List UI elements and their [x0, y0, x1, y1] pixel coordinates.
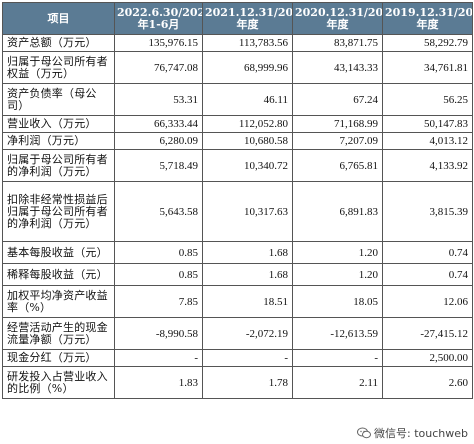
cell-value: -27,415.12 — [382, 317, 473, 350]
row-label: 研发投入占营业收入的比例（%） — [2, 366, 115, 399]
row-label: 扣除非经常性损益后归属于母公司所有者的净利润（万元） — [2, 181, 115, 242]
table-header-row: 项目 2022.6.30/2022年1-6月 2021.12.31/2021年度… — [2, 2, 473, 35]
cell-value: 1.78 — [202, 366, 293, 399]
cell-value: 5,718.49 — [114, 149, 203, 182]
watermark: 微信号: touchweb — [357, 425, 468, 441]
cell-value: 112,052.80 — [202, 115, 293, 133]
cell-value: - — [202, 349, 293, 367]
cell-value: 83,871.75 — [292, 34, 383, 52]
cell-value: 53.31 — [114, 83, 203, 116]
table-row: 经营活动产生的现金流量净额（万元） -8,990.58 -2,072.19 -1… — [2, 317, 473, 350]
cell-value: 12.06 — [382, 285, 473, 318]
cell-value: 71,168.99 — [292, 115, 383, 133]
row-label: 稀释每股收益（元） — [2, 263, 115, 286]
table-row: 归属于母公司所有者的净利润（万元） 5,718.49 10,340.72 6,7… — [2, 149, 473, 182]
header-2021: 2021.12.31/2021年度 — [202, 2, 293, 35]
table-row: 资产负债率（母公司） 53.31 46.11 67.24 56.25 — [2, 83, 473, 116]
cell-value: 66,333.44 — [114, 115, 203, 133]
row-label: 资产总额（万元） — [2, 34, 115, 52]
header-2019: 2019.12.31/2019年度 — [382, 2, 473, 35]
cell-value: 46.11 — [202, 83, 293, 116]
cell-value: 6,280.09 — [114, 132, 203, 150]
cell-value: 1.68 — [202, 241, 293, 264]
financial-table: 项目 2022.6.30/2022年1-6月 2021.12.31/2021年度… — [2, 2, 473, 399]
header-2020: 2020.12.31/2020年度 — [292, 2, 383, 35]
table-row: 资产总额（万元） 135,976.15 113,783.56 83,871.75… — [2, 34, 473, 52]
cell-value: 58,292.79 — [382, 34, 473, 52]
row-label: 基本每股收益（元） — [2, 241, 115, 264]
cell-value: 3,815.39 — [382, 181, 473, 242]
cell-value: 0.74 — [382, 263, 473, 286]
table-row: 归属于母公司所有者权益（万元） 76,747.08 68,999.96 43,1… — [2, 51, 473, 84]
cell-value: 7.85 — [114, 285, 203, 318]
cell-value: -2,072.19 — [202, 317, 293, 350]
row-label: 加权平均净资产收益率（%） — [2, 285, 115, 318]
cell-value: 10,680.58 — [202, 132, 293, 150]
cell-value: 2,500.00 — [382, 349, 473, 367]
header-2022h1: 2022.6.30/2022年1-6月 — [114, 2, 203, 35]
table-row: 现金分红（万元） - - - 2,500.00 — [2, 349, 473, 367]
row-label: 净利润（万元） — [2, 132, 115, 150]
cell-value: -8,990.58 — [114, 317, 203, 350]
table-row: 营业收入（万元） 66,333.44 112,052.80 71,168.99 … — [2, 115, 473, 133]
cell-value: 7,207.09 — [292, 132, 383, 150]
table-row: 净利润（万元） 6,280.09 10,680.58 7,207.09 4,01… — [2, 132, 473, 150]
table-row: 扣除非经常性损益后归属于母公司所有者的净利润（万元） 5,643.58 10,3… — [2, 181, 473, 242]
cell-value: 1.68 — [202, 263, 293, 286]
table-row: 稀释每股收益（元） 0.85 1.68 1.20 0.74 — [2, 263, 473, 286]
cell-value: 0.85 — [114, 263, 203, 286]
cell-value: 1.83 — [114, 366, 203, 399]
cell-value: 113,783.56 — [202, 34, 293, 52]
cell-value: 18.05 — [292, 285, 383, 318]
cell-value: 2.11 — [292, 366, 383, 399]
row-label: 经营活动产生的现金流量净额（万元） — [2, 317, 115, 350]
table-row: 加权平均净资产收益率（%） 7.85 18.51 18.05 12.06 — [2, 285, 473, 318]
table-row: 基本每股收益（元） 0.85 1.68 1.20 0.74 — [2, 241, 473, 264]
cell-value: - — [292, 349, 383, 367]
cell-value: 0.74 — [382, 241, 473, 264]
row-label: 归属于母公司所有者权益（万元） — [2, 51, 115, 84]
watermark-text: 微信号: touchweb — [374, 427, 468, 440]
cell-value: 10,317.63 — [202, 181, 293, 242]
cell-value: 1.20 — [292, 241, 383, 264]
cell-value: 4,133.92 — [382, 149, 473, 182]
cell-value: - — [114, 349, 203, 367]
cell-value: 56.25 — [382, 83, 473, 116]
cell-value: 4,013.12 — [382, 132, 473, 150]
cell-value: 67.24 — [292, 83, 383, 116]
wechat-icon — [357, 427, 372, 439]
cell-value: 43,143.33 — [292, 51, 383, 84]
cell-value: 6,765.81 — [292, 149, 383, 182]
cell-value: 18.51 — [202, 285, 293, 318]
row-label: 现金分红（万元） — [2, 349, 115, 367]
row-label: 归属于母公司所有者的净利润（万元） — [2, 149, 115, 182]
cell-value: 2.60 — [382, 366, 473, 399]
cell-value: 5,643.58 — [114, 181, 203, 242]
cell-value: 76,747.08 — [114, 51, 203, 84]
cell-value: -12,613.59 — [292, 317, 383, 350]
header-item: 项目 — [2, 2, 115, 35]
cell-value: 0.85 — [114, 241, 203, 264]
cell-value: 135,976.15 — [114, 34, 203, 52]
cell-value: 1.20 — [292, 263, 383, 286]
cell-value: 10,340.72 — [202, 149, 293, 182]
row-label: 资产负债率（母公司） — [2, 83, 115, 116]
cell-value: 68,999.96 — [202, 51, 293, 84]
cell-value: 6,891.83 — [292, 181, 383, 242]
table-row: 研发投入占营业收入的比例（%） 1.83 1.78 2.11 2.60 — [2, 366, 473, 399]
cell-value: 34,761.81 — [382, 51, 473, 84]
cell-value: 50,147.83 — [382, 115, 473, 133]
row-label: 营业收入（万元） — [2, 115, 115, 133]
